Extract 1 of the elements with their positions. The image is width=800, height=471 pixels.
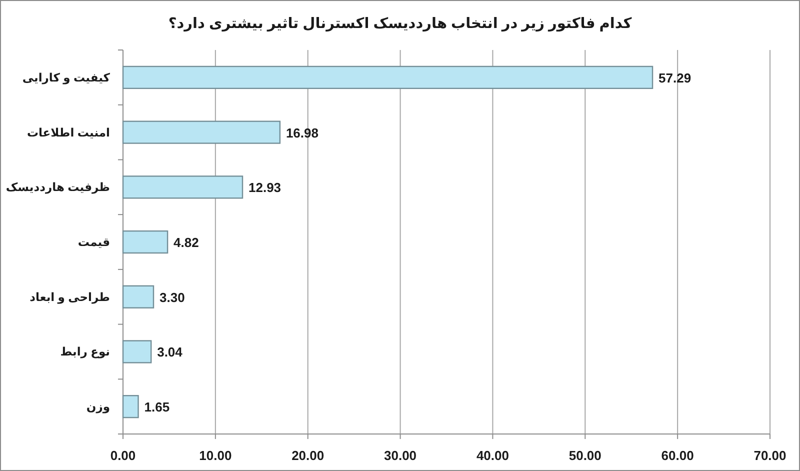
title: کدام فاکتور زیر در انتخاب هارددیسک اکسترنال تاثیر بیشتری دارد؟ <box>168 16 632 32</box>
